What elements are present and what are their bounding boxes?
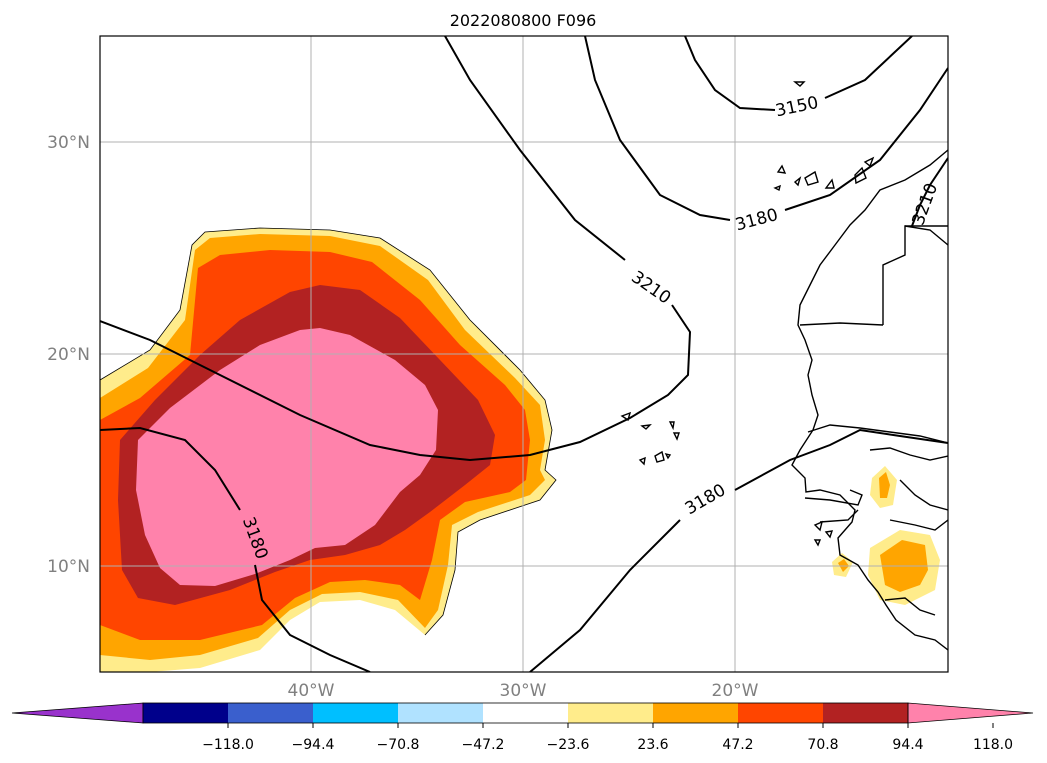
lat-label-30n: 30°N (47, 133, 90, 153)
colorbar-segment (143, 703, 228, 723)
colorbar-tick-label: 23.6 (637, 737, 668, 753)
colorbar-extend-high (907, 702, 1034, 724)
lon-label-40w: 40°W (288, 681, 335, 701)
lat-label-10n: 10°N (47, 557, 90, 577)
anomaly-outline (100, 227, 557, 636)
gridlines (100, 36, 948, 672)
contour-label-3210-west: 3210 (627, 267, 674, 308)
colorbar-tick-label: 47.2 (722, 737, 753, 753)
colorbar-tick-label: 94.4 (892, 737, 923, 753)
contour-label-3180-north: 3180 (733, 205, 780, 236)
colorbar-segment (568, 703, 653, 723)
colorbar-frame (142, 702, 909, 724)
colorbar-tick-label: −70.8 (377, 737, 420, 753)
colorbar-segment (313, 703, 398, 723)
colorbar-tick-label: −23.6 (547, 737, 590, 753)
map-frame (99, 35, 949, 673)
colorbar-segment (738, 703, 823, 723)
height-contours (100, 36, 948, 672)
colorbar-segment (483, 703, 568, 723)
colorbar-tick-label: 118.0 (973, 737, 1013, 753)
colorbar-extend-low (11, 702, 144, 724)
anomaly-fill-africa-2b (879, 472, 890, 498)
lat-label-20n: 20°N (47, 345, 90, 365)
colorbar: −118.0 −94.4 −70.8 −47.2 −23.6 23.6 47.2 70.8 94… (11, 702, 1034, 753)
colorbar-tick-label: −47.2 (462, 737, 505, 753)
colorbar-tick-label: 70.8 (807, 737, 838, 753)
contour-label-3180-south: 3180 (682, 480, 729, 519)
colorbar-segment (228, 703, 313, 723)
colorbar-segment (398, 703, 483, 723)
colorbar-segment (823, 703, 908, 723)
colorbar-tick-label: −94.4 (292, 737, 335, 753)
colorbar-tick-label: −118.0 (202, 737, 254, 753)
coastlines (620, 81, 948, 651)
map-area: 3150 3180 3210 3210 3180 3180 (100, 36, 948, 672)
lon-label-20w: 20°W (712, 681, 759, 701)
lon-label-30w: 30°W (500, 681, 547, 701)
map-title: 2022080800 F096 (450, 11, 597, 30)
anomaly-fill-max (136, 328, 438, 586)
contour-label-3210-east: 3210 (909, 181, 943, 228)
contour-label-3150: 3150 (774, 93, 820, 122)
colorbar-segment (653, 703, 738, 723)
